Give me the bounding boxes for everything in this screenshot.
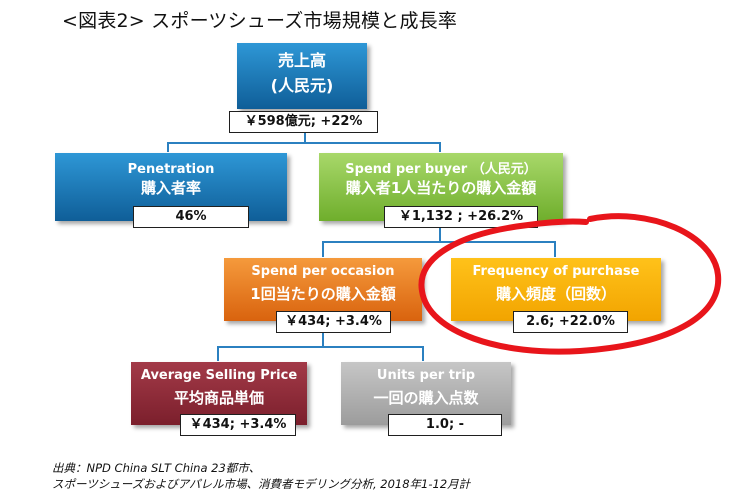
penetration-value: 46% <box>133 206 249 228</box>
frequency-value: 2.6; +22.0% <box>513 311 628 333</box>
sales-value: ￥598億元; +22% <box>229 111 378 133</box>
units-jp-label: 一回の購入点数 <box>373 389 479 407</box>
penetration-en-label: Penetration <box>127 162 215 177</box>
penetration-jp-label: 購入者率 <box>140 179 201 197</box>
spend-per-occasion-value: ￥434; +3.4% <box>276 311 391 333</box>
source-line-2: スポーツシューズおよびアパレル市場、消費者モデリング分析, 2018年1-12月… <box>52 477 471 491</box>
frequency-node: Frequency of purchase 購入頻度（回数） <box>451 258 661 321</box>
avg-price-value: ￥434; +3.4% <box>180 414 296 436</box>
spend-per-occasion-node: Spend per occasion 1回当たりの購入金額 <box>224 258 422 321</box>
spend-per-buyer-value: ￥1,132 ; +26.2% <box>384 206 538 228</box>
highlight-circle <box>418 213 722 355</box>
frequency-jp-label: 購入頻度（回数） <box>495 285 616 303</box>
spend-per-occasion-en-label: Spend per occasion <box>251 264 395 279</box>
sales-node: 売上高 (人民元) <box>237 43 367 109</box>
diagram-title: <図表2> スポーツシューズ市場規模と成長率 <box>62 10 458 32</box>
spend-per-occasion-jp-label: 1回当たりの購入金額 <box>250 285 396 303</box>
source-line-1: 出典：NPD China SLT China 23都市、 <box>52 461 261 475</box>
avg-price-en-label: Average Selling Price <box>140 368 298 383</box>
source-note: 出典：NPD China SLT China 23都市、 スポーツシューズおよび… <box>52 460 470 492</box>
spend-per-buyer-en-label: Spend per buyer （人民元） <box>345 162 537 177</box>
sales-label: 売上高 <box>277 51 326 70</box>
avg-price-jp-label: 平均商品単価 <box>173 389 264 407</box>
penetration-node: Penetration 購入者率 <box>55 153 287 221</box>
sales-unit: (人民元) <box>270 76 334 95</box>
units-value: 1.0; - <box>388 414 502 436</box>
spend-per-buyer-jp-label: 購入者1人当たりの購入金額 <box>345 179 537 197</box>
units-en-label: Units per trip <box>376 368 476 383</box>
frequency-en-label: Frequency of purchase <box>472 264 640 279</box>
